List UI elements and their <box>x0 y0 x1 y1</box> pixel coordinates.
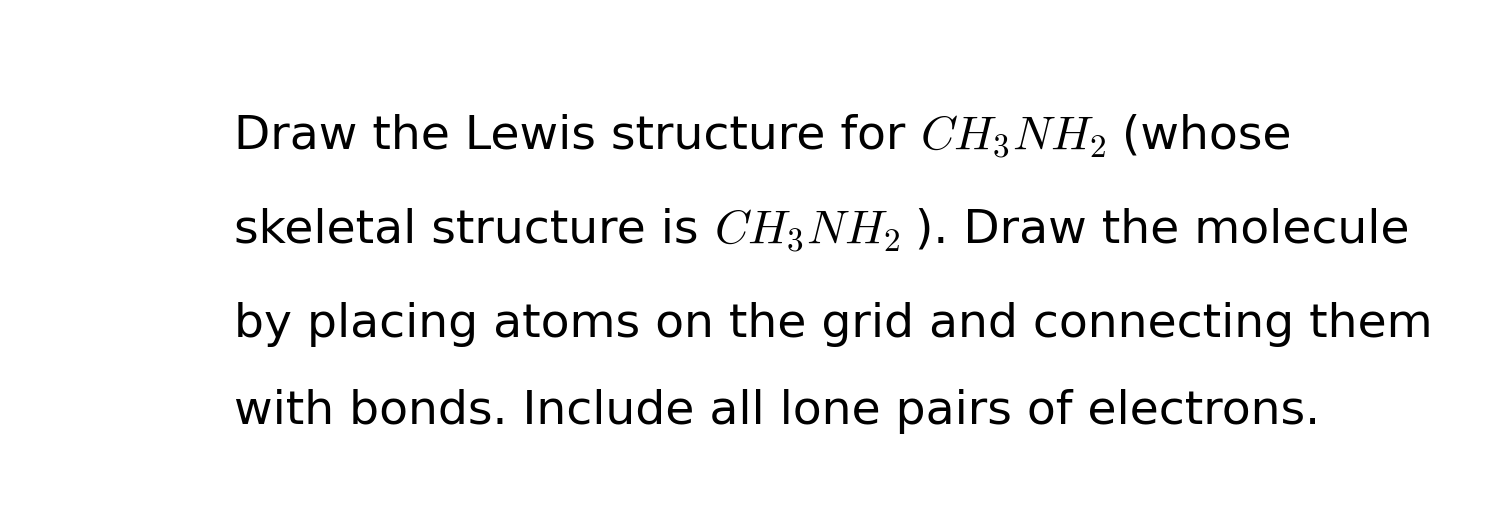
Text: $\mathbf{\mathit{CH_3NH_2}}$: $\mathbf{\mathit{CH_3NH_2}}$ <box>714 208 900 253</box>
Text: with bonds. Include all lone pairs of electrons.: with bonds. Include all lone pairs of el… <box>234 389 1320 434</box>
Text: by placing atoms on the grid and connecting them: by placing atoms on the grid and connect… <box>234 303 1432 348</box>
Text: ). Draw the molecule: ). Draw the molecule <box>900 208 1410 253</box>
Text: $\mathbf{\mathit{CH_3NH_2}}$: $\mathbf{\mathit{CH_3NH_2}}$ <box>921 113 1107 159</box>
Text: Draw the Lewis structure for: Draw the Lewis structure for <box>234 113 921 158</box>
Text: skeletal structure is: skeletal structure is <box>234 208 714 253</box>
Text: (whose: (whose <box>1107 113 1292 158</box>
